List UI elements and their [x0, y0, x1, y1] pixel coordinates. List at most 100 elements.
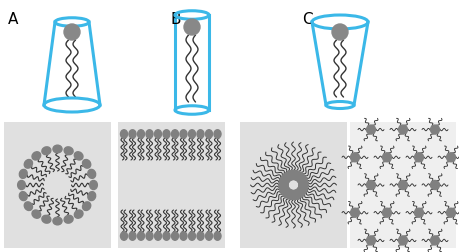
Ellipse shape — [53, 145, 62, 153]
Ellipse shape — [180, 232, 187, 240]
Circle shape — [287, 190, 296, 199]
Circle shape — [291, 171, 300, 180]
Ellipse shape — [74, 152, 83, 160]
Circle shape — [431, 236, 440, 245]
Ellipse shape — [206, 232, 213, 240]
Circle shape — [296, 173, 304, 182]
Circle shape — [366, 180, 375, 190]
Circle shape — [298, 177, 308, 186]
Circle shape — [297, 185, 307, 195]
Circle shape — [281, 174, 291, 183]
Ellipse shape — [83, 202, 91, 210]
Ellipse shape — [88, 169, 95, 178]
Ellipse shape — [88, 192, 95, 201]
Circle shape — [297, 187, 306, 196]
Ellipse shape — [19, 169, 27, 178]
Circle shape — [279, 180, 288, 190]
Text: B: B — [170, 12, 180, 27]
Ellipse shape — [129, 130, 136, 138]
Circle shape — [284, 189, 293, 198]
Ellipse shape — [90, 180, 97, 190]
Circle shape — [283, 173, 291, 182]
Ellipse shape — [121, 130, 128, 138]
Circle shape — [279, 179, 288, 188]
Ellipse shape — [197, 232, 204, 240]
Ellipse shape — [24, 202, 33, 210]
Ellipse shape — [64, 147, 73, 155]
Circle shape — [184, 19, 200, 35]
Text: A: A — [8, 12, 18, 27]
Circle shape — [292, 190, 302, 199]
Circle shape — [398, 236, 408, 245]
Circle shape — [280, 177, 289, 186]
Circle shape — [414, 208, 424, 217]
Ellipse shape — [42, 215, 51, 223]
Circle shape — [398, 125, 408, 134]
Ellipse shape — [172, 130, 179, 138]
Ellipse shape — [155, 232, 162, 240]
Ellipse shape — [155, 130, 162, 138]
Circle shape — [414, 153, 424, 162]
Circle shape — [398, 180, 408, 190]
Ellipse shape — [180, 130, 187, 138]
Ellipse shape — [189, 232, 196, 240]
Circle shape — [289, 191, 298, 200]
Ellipse shape — [206, 130, 213, 138]
Ellipse shape — [121, 232, 128, 240]
Ellipse shape — [32, 210, 41, 218]
Circle shape — [299, 179, 308, 188]
Ellipse shape — [32, 152, 41, 160]
Ellipse shape — [42, 147, 51, 155]
Ellipse shape — [214, 232, 221, 240]
Circle shape — [289, 171, 298, 179]
Circle shape — [287, 171, 296, 180]
Circle shape — [297, 175, 307, 184]
Circle shape — [283, 188, 291, 197]
Ellipse shape — [129, 232, 136, 240]
Circle shape — [299, 182, 308, 191]
Ellipse shape — [138, 130, 145, 138]
Circle shape — [431, 180, 440, 190]
Circle shape — [351, 153, 359, 162]
Circle shape — [64, 24, 80, 40]
Circle shape — [280, 184, 289, 193]
Ellipse shape — [24, 160, 33, 168]
Circle shape — [281, 187, 291, 196]
Circle shape — [296, 188, 304, 197]
Circle shape — [431, 125, 440, 134]
Circle shape — [285, 171, 295, 180]
Circle shape — [299, 180, 308, 190]
Ellipse shape — [197, 130, 204, 138]
Circle shape — [280, 175, 289, 184]
Ellipse shape — [163, 232, 170, 240]
Circle shape — [279, 182, 288, 191]
Ellipse shape — [17, 180, 25, 190]
Circle shape — [298, 184, 308, 193]
Ellipse shape — [146, 232, 153, 240]
Circle shape — [285, 190, 295, 199]
Circle shape — [366, 125, 375, 134]
Circle shape — [366, 236, 375, 245]
Text: C: C — [302, 12, 313, 27]
Circle shape — [447, 153, 455, 162]
Ellipse shape — [146, 130, 153, 138]
Bar — [240, 122, 347, 248]
Ellipse shape — [64, 215, 73, 223]
Ellipse shape — [53, 217, 62, 225]
Circle shape — [382, 153, 392, 162]
Bar — [350, 122, 456, 248]
Circle shape — [292, 171, 302, 180]
Circle shape — [382, 208, 392, 217]
Circle shape — [294, 172, 303, 181]
Ellipse shape — [172, 232, 179, 240]
Ellipse shape — [19, 192, 27, 201]
Circle shape — [351, 208, 359, 217]
Circle shape — [280, 185, 289, 195]
Circle shape — [297, 174, 306, 183]
Ellipse shape — [74, 210, 83, 218]
Circle shape — [294, 189, 303, 198]
Ellipse shape — [214, 130, 221, 138]
Circle shape — [447, 208, 455, 217]
Bar — [4, 122, 111, 248]
Circle shape — [332, 24, 348, 40]
